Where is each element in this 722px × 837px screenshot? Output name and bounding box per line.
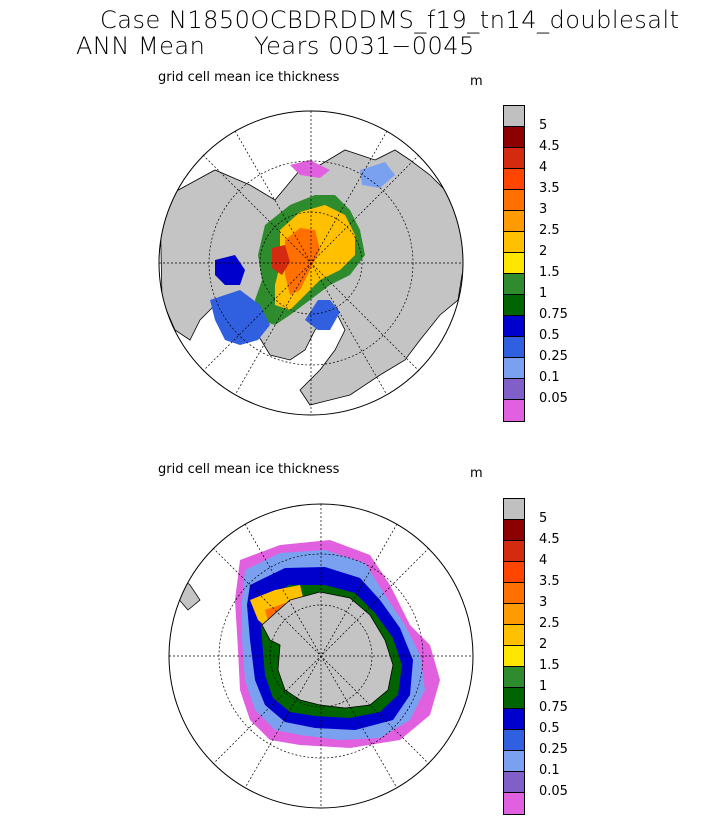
colorbar-tick-label: 0.25 [539, 742, 568, 757]
colorbar-swatch [504, 688, 524, 709]
colorbar-swatch [504, 358, 524, 379]
colorbar-swatch [504, 646, 524, 667]
colorbar-swatch [504, 316, 524, 337]
colorbar-tick-label: 5 [539, 118, 548, 133]
north-panel-subtitle: grid cell mean ice thickness [158, 70, 340, 85]
colorbar-tick-label: 3 [539, 595, 548, 610]
colorbar-tick-label: 4 [539, 553, 548, 568]
colorbar-swatch [504, 541, 524, 562]
colorbar-swatch [504, 667, 524, 688]
colorbar-tick-label: 3.5 [539, 181, 560, 196]
south-map-frame [168, 503, 474, 809]
colorbar-swatch [504, 751, 524, 772]
colorbar-tick-label: 1.5 [539, 265, 560, 280]
colorbar-tick-label: 2 [539, 637, 548, 652]
colorbar-swatch [504, 400, 524, 421]
south-colorbar [503, 498, 525, 815]
colorbar-swatch [504, 772, 524, 793]
colorbar-swatch [504, 604, 524, 625]
colorbar-tick-label: 3.5 [539, 574, 560, 589]
colorbar-swatch [504, 169, 524, 190]
colorbar-tick-label: 4.5 [539, 532, 560, 547]
colorbar-swatch [504, 127, 524, 148]
colorbar-tick-label: 1.5 [539, 658, 560, 673]
colorbar-swatch [504, 253, 524, 274]
south-map-content [171, 540, 440, 748]
colorbar-tick-label: 4 [539, 160, 548, 175]
colorbar-swatch [504, 583, 524, 604]
colorbar-swatch [504, 709, 524, 730]
north-ice-red [272, 245, 290, 275]
colorbar-tick-label: 0.1 [539, 370, 560, 385]
north-map-frame [158, 110, 464, 416]
north-ice-blue-hudson [215, 255, 245, 285]
colorbar-tick-label: 0.5 [539, 328, 560, 343]
colorbar-swatch [504, 337, 524, 358]
figure-title-period: ANN Mean Years 0031−0045 [76, 32, 475, 60]
south-land-southamerica [171, 569, 201, 611]
colorbar-swatch [504, 520, 524, 541]
colorbar-tick-label: 0.5 [539, 721, 560, 736]
colorbar-tick-label: 5 [539, 511, 548, 526]
colorbar-swatch [504, 274, 524, 295]
colorbar-tick-label: 3 [539, 202, 548, 217]
south-graticule [169, 504, 473, 808]
colorbar-swatch [504, 190, 524, 211]
colorbar-tick-label: 2.5 [539, 616, 560, 631]
colorbar-swatch [504, 793, 524, 814]
colorbar-swatch [504, 232, 524, 253]
colorbar-tick-label: 2.5 [539, 223, 560, 238]
north-ice-blue-atlantic [210, 290, 270, 345]
colorbar-tick-label: 0.75 [539, 700, 568, 715]
colorbar-swatch [504, 211, 524, 232]
colorbar-tick-label: 0.05 [539, 391, 568, 406]
south-panel-subtitle: grid cell mean ice thickness [158, 462, 340, 477]
colorbar-tick-label: 0.75 [539, 307, 568, 322]
north-map-content [159, 149, 463, 406]
north-graticule [159, 111, 463, 415]
south-land-antarctica [261, 591, 394, 709]
colorbar-swatch [504, 499, 524, 520]
north-ice-pacific-fringe [305, 300, 340, 330]
colorbar-swatch [504, 106, 524, 127]
colorbar-swatch [504, 730, 524, 751]
north-colorbar [503, 105, 525, 422]
colorbar-tick-label: 2 [539, 244, 548, 259]
colorbar-swatch [504, 625, 524, 646]
north-panel-unit: m [470, 74, 483, 89]
colorbar-tick-label: 4.5 [539, 139, 560, 154]
colorbar-swatch [504, 379, 524, 400]
colorbar-swatch [504, 295, 524, 316]
colorbar-tick-label: 0.1 [539, 763, 560, 778]
colorbar-tick-label: 0.05 [539, 784, 568, 799]
north-ice-lightblue-okhotsk [360, 162, 395, 188]
colorbar-tick-label: 0.25 [539, 349, 568, 364]
colorbar-swatch [504, 148, 524, 169]
south-panel-unit: m [470, 466, 483, 481]
colorbar-tick-label: 1 [539, 286, 548, 301]
figure-title-case: Case N1850OCBDRDDMS_f19_tn14_doublesalt [100, 6, 680, 34]
colorbar-swatch [504, 562, 524, 583]
colorbar-tick-label: 1 [539, 679, 548, 694]
north-ice-magenta-edge [290, 160, 330, 178]
